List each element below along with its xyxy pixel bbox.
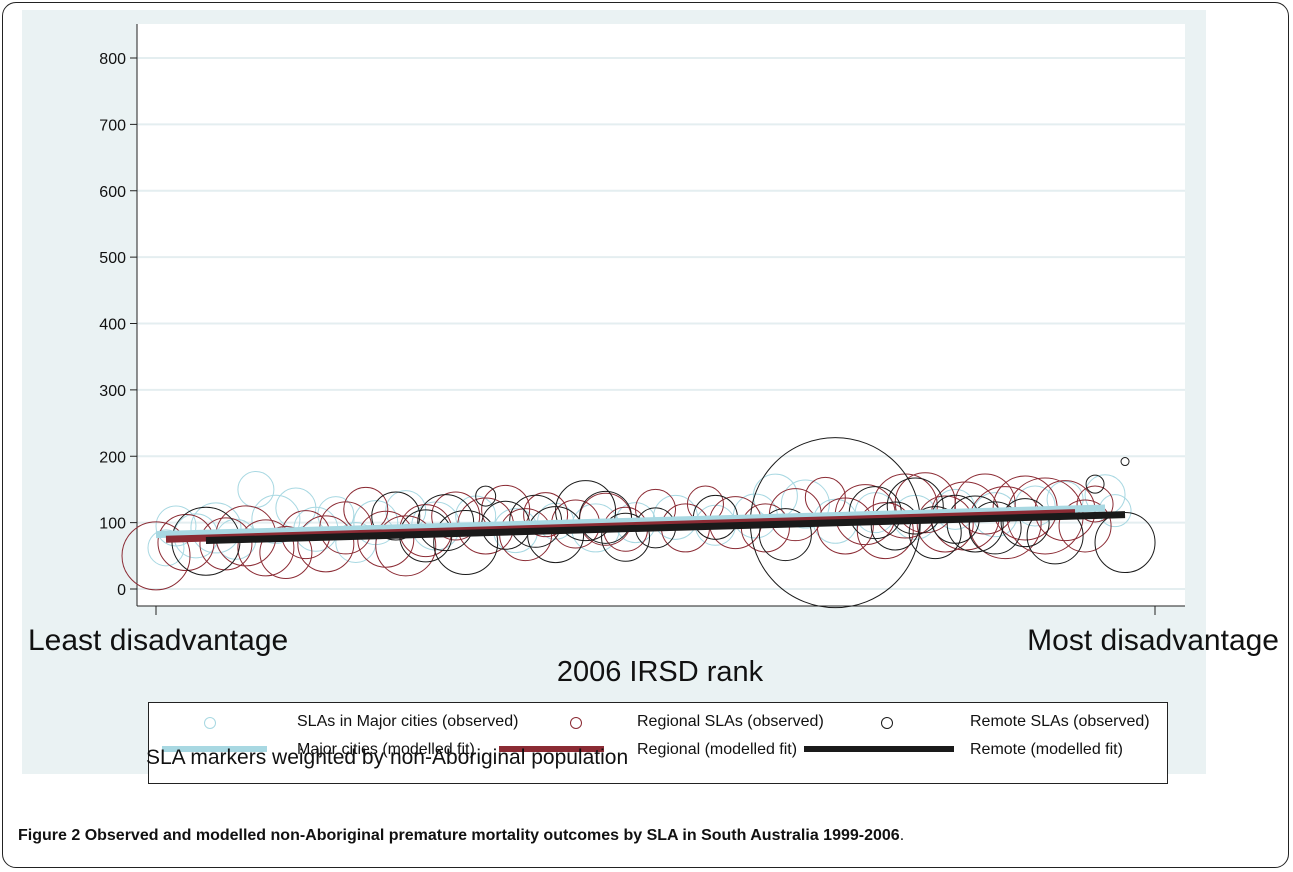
marker-remote-observed <box>886 477 944 535</box>
marker-regional-observed <box>375 515 437 577</box>
legend-regional-observed-label: Regional SLAs (observed) <box>637 713 824 730</box>
x-axis-title: 2006 IRSD rank <box>556 656 764 688</box>
legend-major-fit-symbol <box>162 746 267 752</box>
caption-text: Observed and modelled non-Aboriginal pre… <box>84 827 900 844</box>
marker-remote-observed <box>433 510 499 576</box>
y-tick-label: 300 <box>99 383 126 400</box>
marker-remote-observed <box>1085 474 1105 494</box>
caption-period: . <box>899 827 905 844</box>
legend-remote-fit-symbol <box>804 746 954 752</box>
marker-remote-observed <box>968 501 1022 555</box>
marker-remote-observed <box>579 490 633 544</box>
legend-remote-fit-label: Remote (modelled fit) <box>970 741 1123 758</box>
fit-line-major <box>155 504 1106 539</box>
legend-remote-observed-label: Remote SLAs (observed) <box>970 713 1150 730</box>
marker-remote-observed <box>946 495 1004 553</box>
marker-remote-observed <box>475 485 497 507</box>
marker-regional-observed <box>121 521 191 591</box>
marker-regional-observed <box>1058 499 1112 553</box>
marker-major-observed <box>251 494 301 544</box>
marker-remote-observed <box>371 491 421 541</box>
marker-regional-observed <box>259 525 313 579</box>
marker-remote-observed <box>870 501 920 551</box>
marker-major-observed <box>190 502 242 554</box>
marker-remote-observed <box>555 480 617 542</box>
fit-line-remote <box>205 511 1126 545</box>
legend-regional-fit-label: Regional (modelled fit) <box>637 741 798 758</box>
marker-regional-observed <box>297 515 355 573</box>
legend-regional-fit-symbol <box>499 746 604 752</box>
y-tick-label: 0 <box>117 582 126 599</box>
marker-major-observed <box>780 479 830 529</box>
x-left-end-label: Least disadvantage <box>28 624 289 657</box>
marker-remote-observed <box>1094 512 1156 574</box>
marker-regional-observed <box>431 491 481 541</box>
y-tick-label: 700 <box>99 117 126 134</box>
y-tick-label: 200 <box>99 449 126 466</box>
y-tick-label: 400 <box>99 317 126 334</box>
legend-remote-observed-symbol <box>881 717 893 729</box>
y-tick-label: 600 <box>99 184 126 201</box>
marker-regional-observed <box>1076 485 1114 523</box>
figure-caption: Figure 2 Observed and modelled non-Abori… <box>18 827 904 845</box>
marker-regional-observed <box>523 492 569 538</box>
marker-major-observed <box>147 529 185 567</box>
legend-regional-observed-symbol <box>570 717 582 729</box>
y-tick-label: 800 <box>99 51 126 68</box>
y-tick-label: 100 <box>99 516 126 533</box>
marker-remote-observed <box>601 512 651 562</box>
marker-regional-observed <box>968 486 1042 560</box>
marker-remote-observed <box>758 508 812 562</box>
marker-regional-observed <box>199 517 253 571</box>
marker-remote-observed <box>1000 498 1050 548</box>
legend-major-observed-symbol <box>204 717 216 729</box>
y-tick-label: 500 <box>99 250 126 267</box>
legend: SLAs in Major cities (observed) Regional… <box>148 702 1168 784</box>
caption-label: Figure 2 <box>18 827 81 844</box>
marker-weight-note: SLA markers weighted by non-Aboriginal p… <box>146 746 629 769</box>
x-right-end-label: Most disadvantage <box>1027 624 1279 657</box>
marker-remote-observed <box>1120 457 1130 467</box>
legend-major-observed-label: SLAs in Major cities (observed) <box>297 713 519 730</box>
marker-regional-observed <box>237 519 295 577</box>
legend-major-fit-label: Major cities (modelled fit) <box>297 741 475 758</box>
